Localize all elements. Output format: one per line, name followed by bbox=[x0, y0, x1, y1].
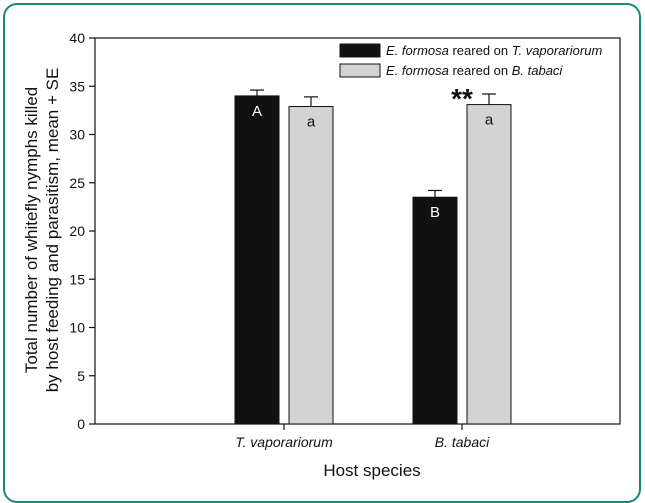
y-tick-label: 10 bbox=[69, 320, 85, 336]
y-axis: 0 5 10 15 20 25 30 35 40 bbox=[69, 30, 95, 432]
x-axis-title: Host species bbox=[323, 461, 420, 480]
y-tick-label: 35 bbox=[69, 78, 85, 94]
legend-label: E. formosa reared on T. vaporariorum bbox=[386, 43, 602, 58]
plot-area bbox=[94, 37, 621, 425]
legend-swatch bbox=[339, 43, 381, 58]
bar-letter-label: a bbox=[307, 114, 316, 131]
legend: E. formosa reared on T. vaporariorum E. f… bbox=[339, 43, 602, 78]
y-tick-label: 40 bbox=[69, 30, 85, 46]
y-tick-label: 0 bbox=[77, 416, 85, 432]
y-tick-label: 5 bbox=[77, 368, 85, 384]
plot-border bbox=[94, 37, 621, 425]
bar bbox=[234, 95, 280, 425]
bar-letter-label: B bbox=[430, 204, 440, 221]
y-tick-label: 15 bbox=[69, 271, 85, 287]
significance-annotation: ** bbox=[451, 83, 473, 114]
bars-group: Aa Ba bbox=[234, 89, 512, 425]
y-axis-title-line2: by host feeding and parasitism, mean + S… bbox=[43, 68, 62, 393]
y-axis-title-line1: Total number of whitefly nymphs killed bbox=[22, 87, 41, 373]
bar bbox=[412, 196, 458, 425]
legend-label: E. formosa reared on B. tabaci bbox=[386, 63, 563, 78]
bar-letter-label: a bbox=[485, 112, 494, 129]
bar bbox=[288, 106, 334, 425]
bar-chart: 0 5 10 15 20 25 30 35 40 T. vaporariorum B. tabac… bbox=[22, 30, 621, 480]
y-tick-label: 25 bbox=[69, 175, 85, 191]
y-tick-label: 20 bbox=[69, 223, 85, 239]
y-tick-label: 30 bbox=[69, 127, 85, 143]
bar-letter-label: A bbox=[252, 103, 262, 120]
x-axis: T. vaporariorum B. tabaci bbox=[235, 424, 490, 450]
legend-swatch bbox=[339, 63, 381, 78]
bar bbox=[466, 104, 512, 425]
x-tick-label: T. vaporariorum bbox=[235, 434, 333, 450]
x-tick-label: B. tabaci bbox=[435, 434, 490, 450]
